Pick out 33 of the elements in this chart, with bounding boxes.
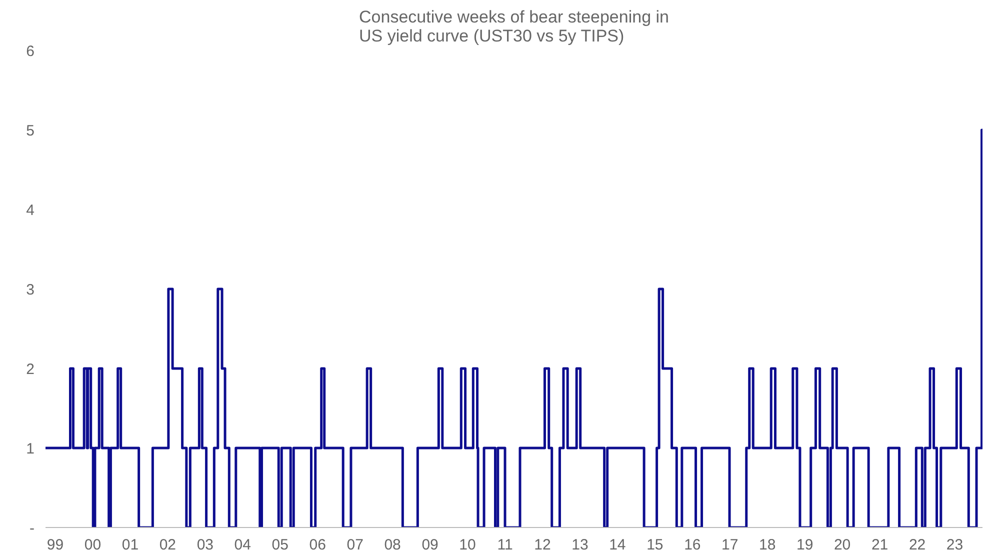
x-tick-label: 99 [46,536,64,554]
x-tick-label: 21 [871,536,888,554]
x-tick-label: 15 [646,536,664,554]
x-tick-label: 04 [234,536,251,554]
chart-title: Consecutive weeks of bear steepening in US yield curve (UST30 vs 5y TIPS) [359,8,669,46]
x-tick-label: 01 [122,536,139,554]
x-tick-label: 19 [796,536,814,554]
x-tick-label: 14 [609,536,626,554]
y-tick-label: 5 [26,122,34,140]
y-tick-label: - [30,520,35,537]
x-tick-label: 09 [422,536,438,554]
x-tick-label: 23 [946,536,964,554]
x-tick-label: 13 [572,536,588,554]
x-tick-label: 11 [497,536,513,554]
y-tick-label: 2 [26,361,34,378]
x-tick-label: 10 [459,536,476,554]
x-tick-label: 03 [196,536,214,554]
x-tick-label: 05 [272,536,288,554]
x-tick-label: 00 [84,536,102,554]
x-tick-label: 17 [722,536,738,554]
x-tick-label: 08 [384,536,401,554]
x-tick-label: 18 [759,536,776,554]
x-tick-label: 20 [834,536,851,554]
y-tick-label: 3 [26,282,34,298]
y-tick-label: 1 [26,440,34,458]
x-tick-label: 16 [684,536,701,554]
x-tick-label: 07 [346,536,364,554]
y-tick-label: 6 [26,43,34,60]
x-tick-label: 02 [159,536,176,554]
y-tick-label: 4 [26,202,34,219]
x-tick-label: 22 [908,536,926,554]
x-tick-label: 06 [309,536,326,554]
x-tick-label: 12 [534,536,551,554]
